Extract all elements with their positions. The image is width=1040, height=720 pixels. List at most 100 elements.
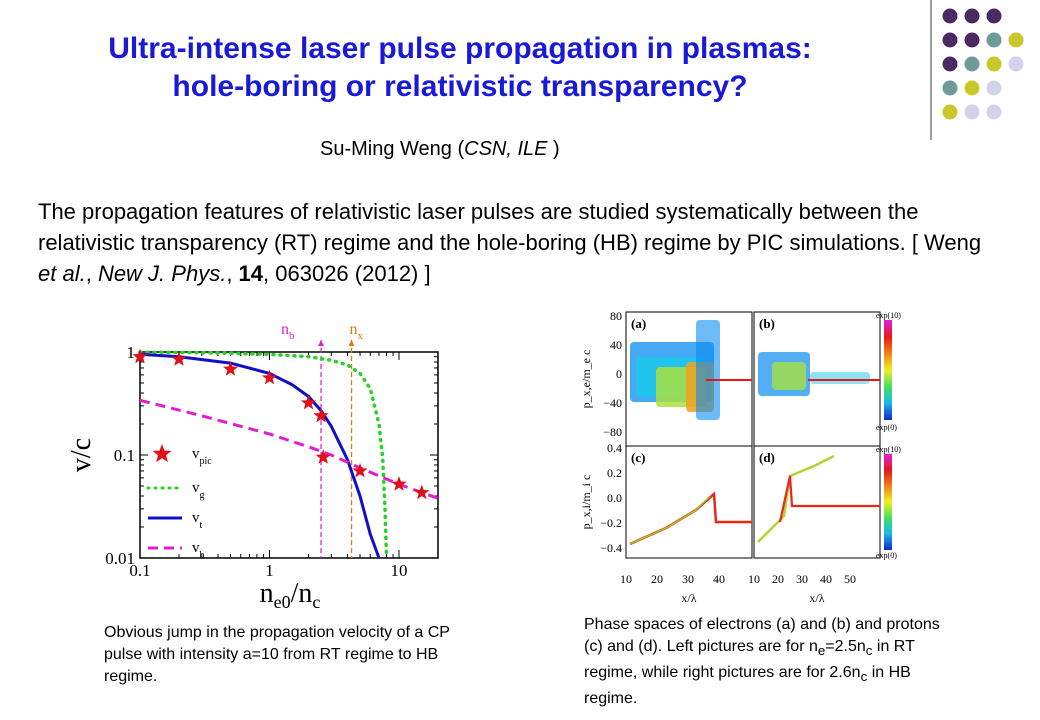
- decorative-divider: [930, 0, 932, 140]
- top-y-axis-label: p_x,e/m_e c: [579, 350, 593, 409]
- decorative-dot: [986, 8, 1002, 24]
- author-line: Su-Ming Weng (CSN, ILE ): [320, 138, 560, 161]
- decorative-dot: [986, 32, 1002, 48]
- decorative-dot: [942, 32, 958, 48]
- colorbar-max-label: exp(10): [876, 445, 901, 454]
- series-line-b: [139, 398, 439, 500]
- author-name: Su-Ming Weng (: [320, 138, 465, 160]
- series-line-g: [138, 350, 389, 560]
- x-tick-label: 40: [820, 572, 832, 586]
- abstract-etal: et al.: [38, 261, 86, 286]
- y-tick-label: 0.01: [105, 549, 135, 568]
- phase-density-region: [696, 320, 720, 420]
- legend-label: vt: [192, 510, 203, 531]
- data-point-star: [222, 361, 239, 376]
- abstract-sep-1: ,: [85, 261, 98, 286]
- marker-arrow: [348, 340, 355, 346]
- y-tick-label: 0.1: [114, 446, 135, 465]
- x-tick-label: 50: [844, 572, 856, 586]
- slide-title-line-2: hole-boring or relativistic transparency…: [172, 70, 748, 103]
- phase-panel: [625, 445, 753, 559]
- panel-label: (d): [759, 450, 775, 465]
- colorbar-max-label: exp(10): [876, 311, 901, 320]
- panel-label: (a): [631, 316, 646, 331]
- decorative-dot: [964, 8, 980, 24]
- left-caption-text: Obvious jump in the propagation velocity…: [104, 624, 450, 685]
- decorative-dot-grid: [942, 8, 1024, 120]
- x-tick-label: 40: [713, 572, 725, 586]
- x-tick-label: 10: [620, 572, 632, 586]
- data-point-star: [300, 395, 317, 410]
- slide-title: Ultra-intense laser pulse propagation in…: [20, 30, 900, 106]
- right-caption-sub-1: e: [817, 643, 826, 659]
- proton-curve: [629, 495, 711, 545]
- proton-curve: [778, 475, 880, 523]
- bottom-y-tick-label: −0.2: [600, 516, 622, 530]
- decorative-dot: [986, 104, 1002, 120]
- legend-label: vpic: [192, 446, 212, 467]
- y-tick-label: 1: [127, 343, 136, 362]
- right-caption-part-d: in HB regime.: [584, 664, 911, 708]
- data-point-star: [132, 348, 148, 364]
- decorative-dot: [942, 104, 958, 120]
- right-caption: Phase spaces of electrons (a) and (b) an…: [584, 614, 954, 710]
- bottom-y-tick-label: 0.0: [607, 491, 622, 505]
- x-axis-label: ne0/nc: [260, 578, 321, 612]
- data-point-star: [261, 369, 278, 385]
- colorbar-top: [884, 320, 892, 420]
- slide-title-line-1: Ultra-intense laser pulse propagation in…: [108, 32, 812, 65]
- decorative-dot: [964, 32, 980, 48]
- decorative-dot: [942, 8, 958, 24]
- x-tick-label: 30: [682, 572, 694, 586]
- marker-label: nb: [281, 321, 295, 342]
- data-point-star: [391, 476, 407, 491]
- bottom-y-axis-label: p_x,i/m_i c: [579, 475, 593, 530]
- top-y-tick-label: −40: [603, 396, 622, 410]
- phase-density-region: [810, 372, 870, 384]
- decorative-dot: [942, 56, 958, 72]
- panel-label: (c): [631, 450, 645, 465]
- phase-density-region: [772, 362, 806, 390]
- right-caption-sub-3: c: [860, 669, 868, 685]
- decorative-dot: [964, 56, 980, 72]
- data-point-star: [315, 449, 331, 464]
- abstract-volume: 14: [238, 261, 264, 286]
- decorative-dot: [1008, 56, 1024, 72]
- top-y-tick-label: 0: [616, 367, 622, 381]
- x-tick-label: 20: [651, 572, 663, 586]
- decorative-dot: [964, 80, 980, 96]
- top-y-tick-label: 40: [610, 338, 622, 352]
- colorbar-min-label: exp(0): [876, 551, 897, 560]
- x-tick-label: 30: [796, 572, 808, 586]
- legend-label: vb: [192, 540, 205, 561]
- abstract-text: The propagation features of relativistic…: [38, 199, 982, 255]
- abstract-rest: , 063026 (2012) ]: [263, 261, 431, 286]
- left-caption: Obvious jump in the propagation velocity…: [104, 622, 474, 688]
- series-line-t: [139, 352, 381, 559]
- panel-label: (b): [759, 316, 775, 331]
- decorative-dot: [964, 104, 980, 120]
- abstract-paragraph: The propagation features of relativistic…: [38, 196, 998, 289]
- x-tick-label: 10: [748, 572, 760, 586]
- bottom-y-tick-label: −0.4: [600, 541, 622, 555]
- x-tick-label: 20: [772, 572, 784, 586]
- top-y-tick-label: −80: [603, 425, 622, 439]
- decorative-dot: [942, 80, 958, 96]
- colorbar-min-label: exp(0): [876, 423, 897, 432]
- right-caption-part-c: in RT regime, while right pictures are f…: [584, 638, 915, 682]
- author-close: ): [547, 138, 560, 160]
- legend-marker-star: [152, 444, 172, 463]
- abstract-journal: New J. Phys.: [97, 261, 227, 286]
- bottom-y-tick-label: 0.2: [607, 466, 622, 480]
- decorative-dot: [986, 80, 1002, 96]
- decorative-dot: [986, 56, 1002, 72]
- author-affiliation: CSN, ILE: [464, 138, 548, 160]
- x-axis-label: x/λ: [809, 591, 824, 605]
- decorative-dot: [1008, 32, 1024, 48]
- marker-arrow: [318, 340, 325, 346]
- x-tick-label: 1: [265, 561, 274, 580]
- right-caption-sub-2: c: [865, 643, 873, 659]
- data-point-star: [414, 484, 430, 500]
- abstract-sep-2: ,: [226, 261, 239, 286]
